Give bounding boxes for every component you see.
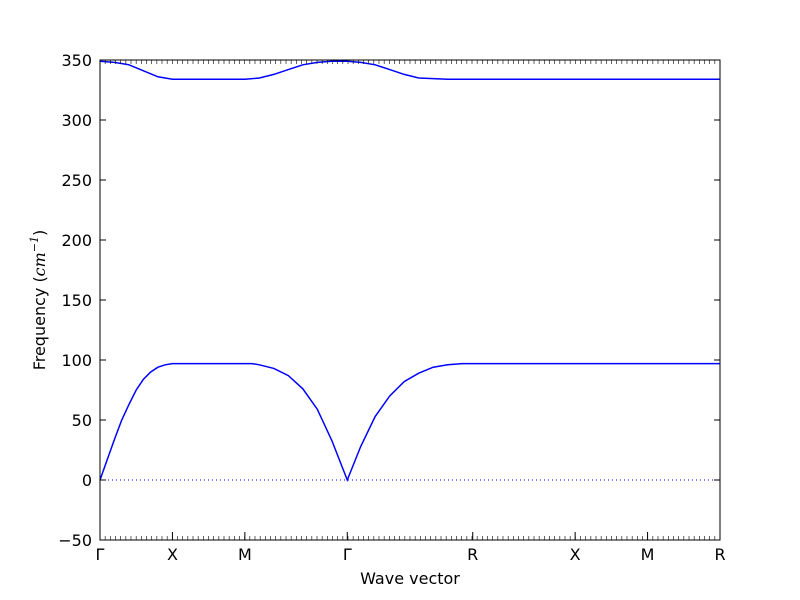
y-axis-label-text: Frequency bbox=[30, 288, 49, 371]
plot-frame bbox=[99, 59, 721, 541]
y-tick-label: 250 bbox=[61, 171, 92, 190]
y-axis-unit: cm bbox=[30, 252, 49, 276]
y-axis-unit-exponent: −1 bbox=[28, 236, 41, 252]
x-tick-label: Γ bbox=[96, 545, 105, 564]
y-tick-label: 300 bbox=[61, 111, 92, 130]
y-tick-label: 350 bbox=[61, 51, 92, 70]
y-axis-label: Frequency (cm−1) bbox=[28, 230, 49, 371]
x-tick-label: X bbox=[570, 545, 581, 564]
x-axis-label: Wave vector bbox=[360, 569, 460, 588]
y-tick-label: 150 bbox=[61, 291, 92, 310]
x-tick-label: X bbox=[167, 545, 178, 564]
x-tick-label: M bbox=[238, 545, 252, 564]
x-tick-label: R bbox=[467, 545, 478, 564]
y-tick-label: −50 bbox=[58, 531, 92, 550]
y-tick-label: 0 bbox=[82, 471, 92, 490]
x-tick-label: R bbox=[714, 545, 725, 564]
x-tick-label: M bbox=[641, 545, 655, 564]
series-line-2 bbox=[99, 60, 720, 80]
series-line-1 bbox=[99, 362, 720, 483]
y-tick-label: 200 bbox=[61, 231, 92, 250]
plot-area bbox=[100, 60, 720, 540]
y-tick-label: 100 bbox=[61, 351, 92, 370]
x-tick-label: Γ bbox=[343, 545, 352, 564]
y-tick-label: 50 bbox=[72, 411, 92, 430]
